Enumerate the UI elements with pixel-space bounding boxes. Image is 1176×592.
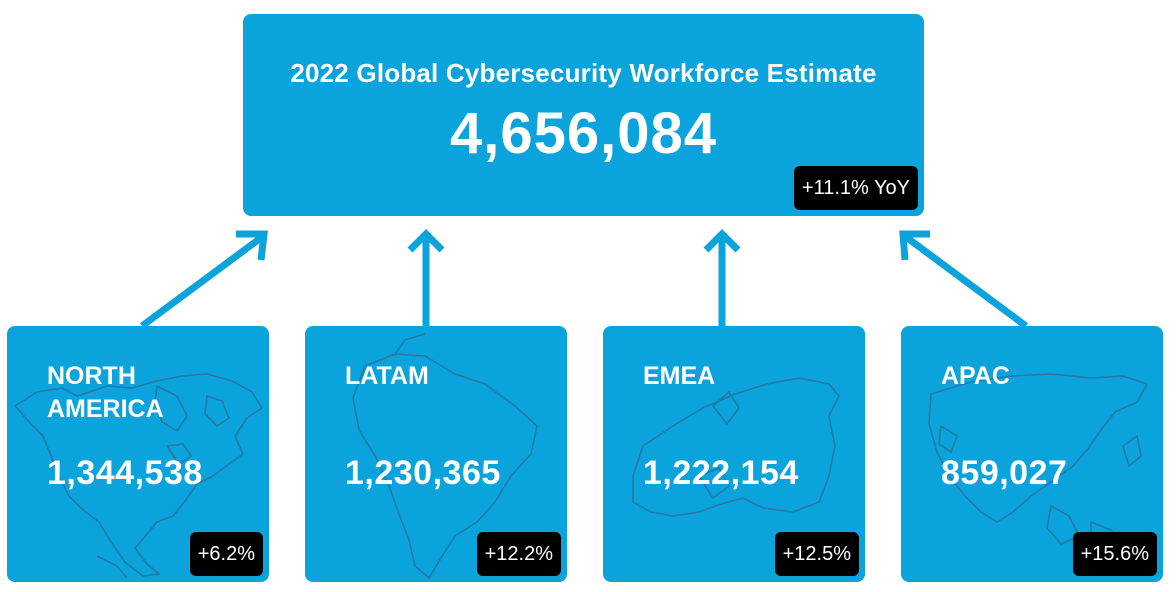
global-estimate-title: 2022 Global Cybersecurity Workforce Esti… (290, 58, 877, 88)
region-name: NORTH AMERICA (47, 362, 164, 423)
arrow-emea (703, 229, 741, 326)
region-change-badge: +12.5% (774, 532, 859, 576)
global-estimate-card: 2022 Global Cybersecurity Workforce Esti… (243, 14, 924, 216)
region-value: 1,222,154 (643, 454, 799, 492)
region-name: APAC (941, 362, 1010, 390)
arrow-latam (407, 229, 445, 326)
arrow-apac (899, 230, 1029, 329)
arrow-north-america (139, 230, 268, 329)
region-card-apac: APAC 859,027 +15.6% (901, 326, 1163, 582)
region-card-latam: LATAM 1,230,365 +12.2% (305, 326, 567, 582)
region-name: LATAM (345, 362, 429, 390)
region-value: 1,230,365 (345, 454, 501, 492)
global-estimate-value: 4,656,084 (449, 101, 718, 166)
region-card-north-america: NORTH AMERICA 1,344,538 +6.2% (7, 326, 269, 582)
region-change-badge: +15.6% (1072, 532, 1157, 576)
region-change-badge: +12.2% (476, 532, 561, 576)
global-change-badge: +11.1% YoY (793, 166, 918, 210)
region-value: 859,027 (941, 454, 1068, 492)
region-value: 1,344,538 (47, 454, 203, 492)
region-name: EMEA (643, 362, 716, 390)
region-card-emea: EMEA 1,222,154 +12.5% (603, 326, 865, 582)
region-change-badge: +6.2% (189, 532, 263, 576)
